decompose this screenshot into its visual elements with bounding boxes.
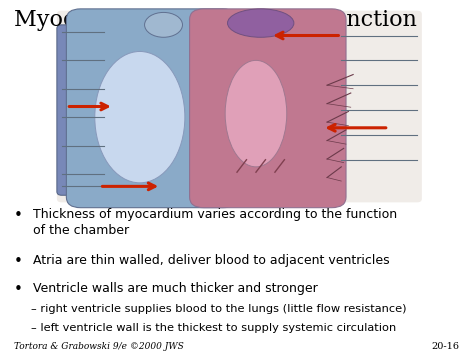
Text: 20-16: 20-16 (432, 342, 460, 351)
Text: •: • (14, 254, 23, 269)
FancyBboxPatch shape (57, 11, 422, 202)
Text: Tortora & Grabowski 9/e ©2000 JWS: Tortora & Grabowski 9/e ©2000 JWS (14, 342, 184, 351)
Ellipse shape (145, 12, 182, 37)
Ellipse shape (95, 51, 185, 183)
Ellipse shape (228, 9, 294, 37)
Text: Myocardial Thickness and Function: Myocardial Thickness and Function (14, 9, 417, 31)
Text: Thickness of myocardium varies according to the function
of the chamber: Thickness of myocardium varies according… (33, 208, 397, 237)
Text: •: • (14, 282, 23, 297)
Text: •: • (14, 208, 23, 223)
Text: Ventricle walls are much thicker and stronger: Ventricle walls are much thicker and str… (33, 282, 318, 295)
Text: – right ventricle supplies blood to the lungs (little flow resistance): – right ventricle supplies blood to the … (31, 304, 406, 313)
Text: Atria are thin walled, deliver blood to adjacent ventricles: Atria are thin walled, deliver blood to … (33, 254, 390, 267)
FancyBboxPatch shape (190, 9, 346, 208)
Text: – left ventricle wall is the thickest to supply systemic circulation: – left ventricle wall is the thickest to… (31, 323, 396, 333)
FancyBboxPatch shape (57, 25, 100, 195)
FancyBboxPatch shape (66, 9, 237, 208)
Ellipse shape (225, 60, 287, 167)
